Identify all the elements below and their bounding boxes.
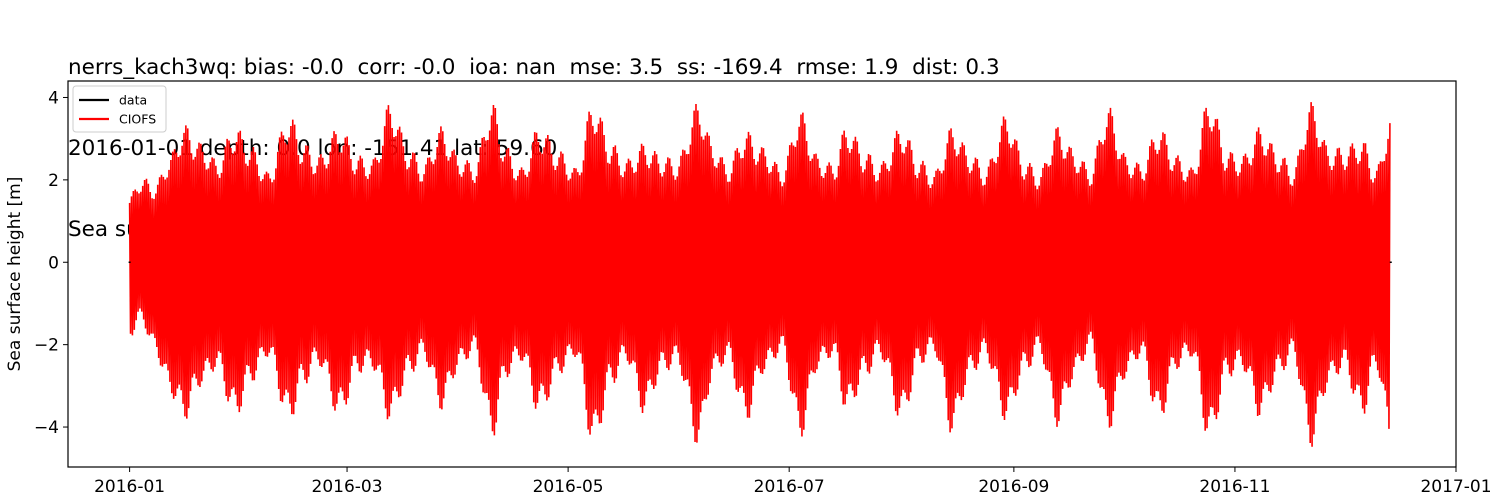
x-axis: 2016-01 2016-03 2016-05 2016-07 2016-09 2016-… <box>94 467 1492 497</box>
legend-box <box>72 85 167 133</box>
legend-data-label: data <box>119 93 147 108</box>
y-tick-label: 0 <box>48 253 59 273</box>
plot-area <box>128 102 1392 447</box>
x-tick-label: 2016-09 <box>978 477 1049 497</box>
ciofs-series-line <box>128 102 1391 447</box>
y-tick-label: 2 <box>48 171 59 191</box>
y-axis: 4 2 0 −2 −4 <box>34 88 68 438</box>
x-tick-label: 2016-05 <box>533 477 604 497</box>
title-stats-line: nerrs_kach3wq: bias: -0.0 corr: -0.0 ioa… <box>68 55 1000 80</box>
legend-ciofs-label: CIOFS <box>119 112 156 127</box>
x-tick-label: 2016-03 <box>312 477 383 497</box>
y-tick-label: −4 <box>34 418 59 438</box>
title-location-line: 2016-01-01 depth: 0.0 lon: -151.41 lat: … <box>68 136 558 161</box>
y-tick-label: −2 <box>34 336 59 356</box>
x-tick-label: 2016-01 <box>94 477 165 497</box>
y-axis-label: Sea surface height [m] <box>5 177 25 372</box>
x-tick-label: 2016-07 <box>754 477 825 497</box>
legend: data CIOFS <box>72 85 167 133</box>
axes-frame <box>67 80 1457 468</box>
x-tick-label: 2016-11 <box>1199 477 1270 497</box>
y-tick-label: 4 <box>48 88 59 108</box>
x-tick-label: 2017-01 <box>1420 477 1491 497</box>
